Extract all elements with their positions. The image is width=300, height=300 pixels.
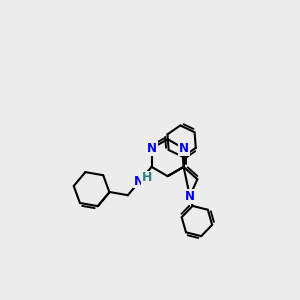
Text: N: N	[134, 175, 144, 188]
Text: N: N	[147, 142, 157, 155]
Text: N: N	[178, 142, 189, 155]
Text: N: N	[185, 190, 195, 202]
Text: H: H	[142, 172, 152, 184]
